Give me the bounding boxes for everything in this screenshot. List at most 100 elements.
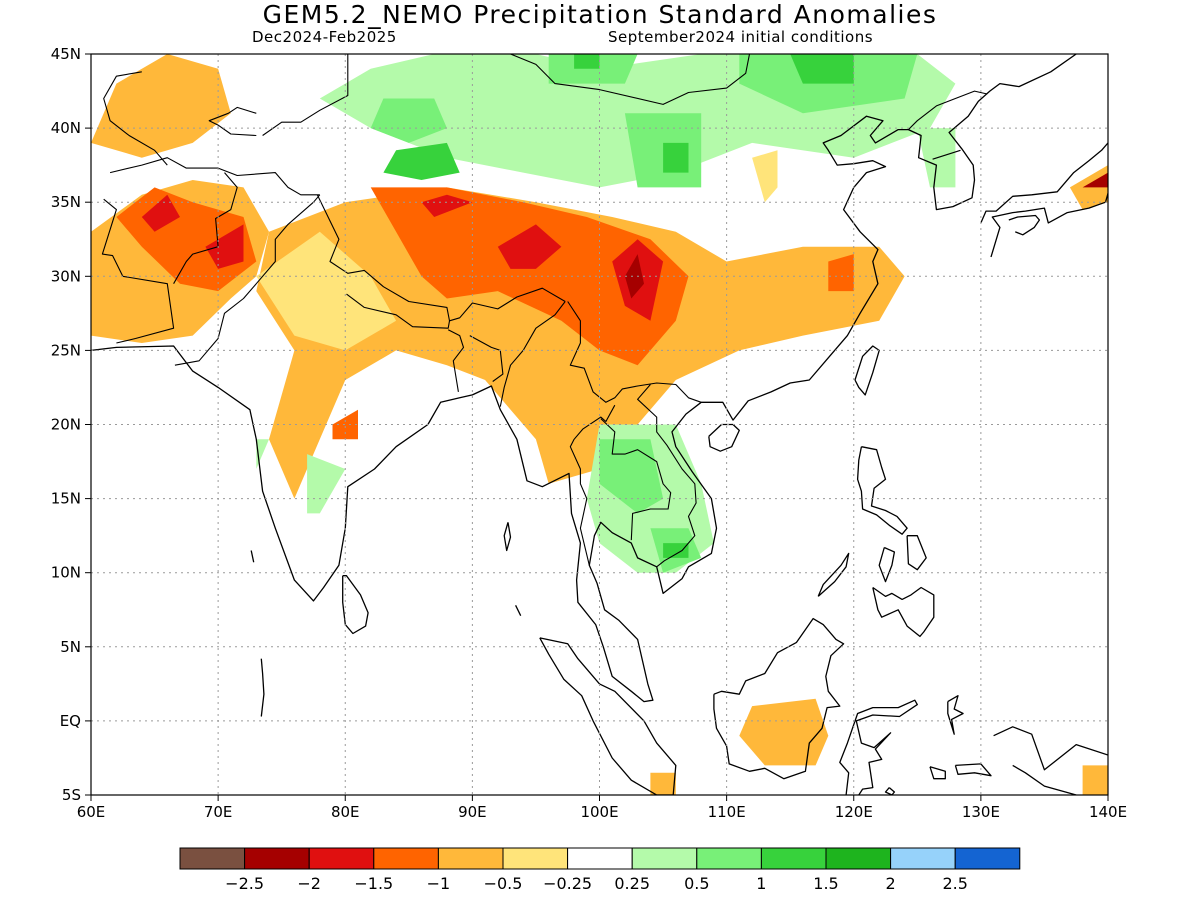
coastline — [342, 575, 369, 635]
graticule — [91, 54, 1108, 795]
coastline — [856, 446, 908, 535]
country-border — [173, 172, 238, 284]
legend-label: 1.5 — [813, 874, 838, 893]
legend-label: −1 — [427, 874, 451, 893]
country-border — [262, 54, 349, 136]
lon-tick-label: 140E — [1089, 803, 1127, 821]
coastline — [503, 522, 512, 552]
legend-swatch — [954, 847, 1021, 870]
coastline — [515, 605, 522, 616]
anomaly-region — [307, 454, 346, 514]
coastline — [990, 193, 1108, 258]
country-border — [103, 71, 168, 166]
lon-tick-label: 60E — [77, 803, 106, 821]
lon-tick-label: 130E — [962, 803, 1000, 821]
legend-swatch — [760, 847, 827, 870]
legend-label: 0.25 — [614, 874, 650, 893]
anomaly-region — [205, 224, 244, 269]
legend-label: −0.5 — [484, 874, 523, 893]
anomaly-region — [141, 194, 180, 232]
coastline — [954, 763, 992, 777]
lat-tick-label: 45N — [51, 45, 81, 63]
lat-tick-label: 20N — [51, 416, 81, 434]
coastline — [250, 550, 255, 563]
axis-ticks: 60E 70E 80E 90E 100E 110E 120E 130E 140E 45N 40N 35… — [51, 45, 1127, 821]
coastline — [1012, 764, 1077, 795]
legend-label: −0.25 — [543, 874, 592, 893]
anomaly-region — [624, 254, 644, 299]
lat-tick-label: 15N — [51, 490, 81, 508]
coastline — [872, 586, 935, 638]
legend-label: 0.5 — [684, 874, 709, 893]
anomaly-region — [599, 439, 664, 514]
coastline — [947, 695, 964, 735]
legend-label: −2 — [297, 874, 321, 893]
coastline — [817, 552, 850, 597]
coastline — [675, 794, 677, 795]
lat-tick-label: 10N — [51, 564, 81, 582]
coastline — [839, 699, 918, 795]
coastline — [878, 546, 896, 583]
initial-conditions: September2024 initial conditions — [608, 28, 874, 46]
lon-tick-label: 100E — [580, 803, 618, 821]
anomaly-region — [663, 142, 689, 173]
legend-label: 1 — [756, 874, 766, 893]
lon-tick-label: 90E — [458, 803, 487, 821]
legend-swatch — [631, 847, 698, 870]
coastline — [884, 787, 896, 795]
legend-swatch — [373, 847, 439, 870]
legend-label: 2.5 — [942, 874, 967, 893]
legend-swatch — [567, 847, 633, 870]
coastline — [713, 617, 845, 780]
coastline — [708, 423, 740, 452]
lat-tick-label: 5N — [60, 638, 81, 656]
anomaly-region — [421, 194, 473, 217]
country-border — [600, 418, 672, 541]
legend-swatch — [502, 847, 569, 870]
country-border — [316, 194, 566, 322]
anomaly-region — [383, 142, 460, 180]
legend-label: −2.5 — [225, 874, 264, 893]
anomaly-region — [497, 224, 562, 269]
anomaly-region — [624, 113, 702, 188]
lat-tick-label: 5S — [62, 786, 81, 804]
country-border — [567, 301, 702, 403]
anomaly-region — [1082, 172, 1108, 188]
lat-tick-label: 35N — [51, 193, 81, 211]
legend-label: −1.5 — [354, 874, 393, 893]
country-border — [109, 157, 320, 196]
coastline — [980, 142, 1108, 224]
lat-tick-label: 40N — [51, 119, 81, 137]
lon-tick-label: 80E — [331, 803, 360, 821]
anomaly-region — [739, 698, 829, 766]
coastline — [906, 535, 927, 571]
coastline — [993, 726, 1108, 771]
legend-label: 2 — [886, 874, 896, 893]
coastline — [91, 54, 1077, 703]
country-border — [803, 0, 826, 24]
coastline — [1008, 214, 1041, 236]
anomaly-region — [752, 150, 778, 203]
anomaly-region — [256, 231, 397, 351]
lon-tick-label: 110E — [708, 803, 746, 821]
anomaly-region — [828, 254, 854, 292]
anomaly-region — [574, 54, 600, 69]
legend-swatch — [437, 847, 504, 870]
country-border — [347, 54, 351, 55]
country-border — [447, 329, 465, 392]
coastline — [539, 637, 677, 795]
coastline — [929, 766, 946, 780]
lon-tick-label: 120E — [835, 803, 873, 821]
coastlines — [91, 0, 1108, 795]
country-border — [637, 384, 697, 568]
anomaly-region — [790, 54, 854, 84]
anomaly-region — [739, 54, 918, 114]
anomaly-region — [1082, 765, 1108, 795]
legend-swatch — [308, 847, 375, 870]
legend-swatch — [696, 847, 762, 870]
country-border — [208, 106, 257, 137]
coastline — [260, 658, 265, 717]
legend-swatch — [890, 847, 956, 870]
anomaly-region — [370, 98, 447, 143]
